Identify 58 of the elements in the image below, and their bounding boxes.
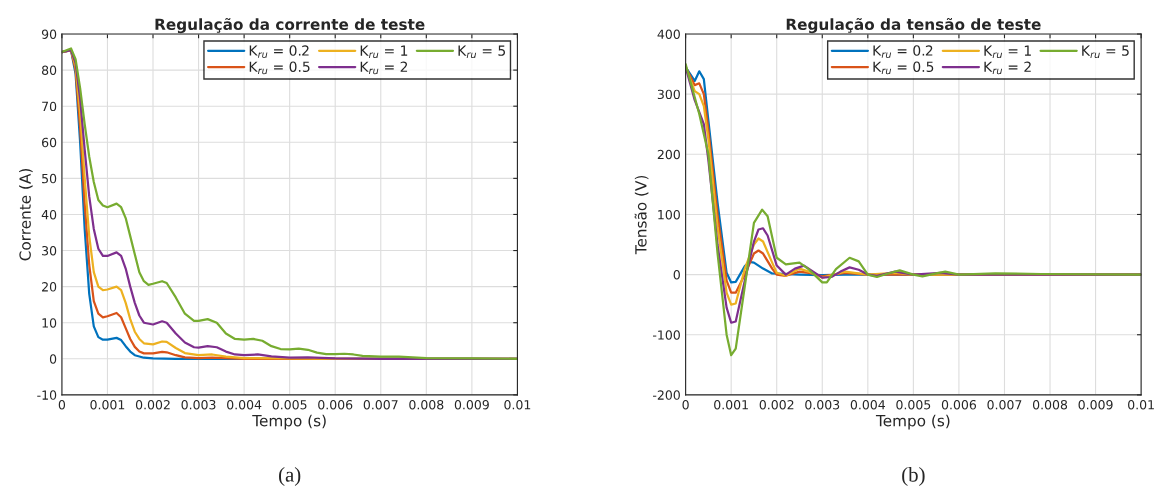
x-tick-label: 0.004 [850,399,886,410]
x-tick-label: 0.005 [272,399,307,410]
y-tick-label: 90 [41,29,57,39]
x-tick-label: 0.002 [135,399,170,410]
x-tick-label: 0.01 [1128,399,1154,410]
y-tick-label: 60 [42,137,57,148]
legend-label: K$_{ru}$ = 0.2 [873,45,933,58]
x-tick-label: 0.004 [227,399,262,410]
y-tick-label: -100 [653,330,680,340]
legend-label: K$_{ru}$ = 1 [360,45,408,59]
x-tick-label: 0 [682,399,689,410]
x-tick-label: 0.001 [714,399,748,410]
x-tick-label: 0.006 [941,399,977,410]
legend-label: K$_{ru}$ = 0.2 [249,45,309,58]
legend-label: K$_{ru}$ = 2 [984,61,1031,75]
text: (b) [902,467,925,486]
x-tick-label: 0.01 [504,399,531,410]
x-tick-label: 0.008 [409,399,444,410]
y-tick-label: -200 [653,390,680,400]
x-axis-title: Tempo (s) [252,414,326,430]
x-axis-title: Tempo (s) [875,414,950,430]
y-axis-title: Tensão (V) [634,175,649,255]
x-tick-label: 0.005 [896,399,931,410]
y-tick-label: -10 [37,390,57,400]
x-tick-label: 0.006 [318,399,353,410]
x-tick-label: 0.002 [759,399,794,410]
x-tick-label: 0.003 [181,399,216,410]
x-tick-label: 0.009 [454,399,489,410]
y-tick-label: 300 [657,89,680,100]
x-tick-label: 0 [58,399,66,410]
y-tick-label: 70 [42,101,57,112]
y-tick-label: 30 [42,246,57,256]
y-tick-label: 200 [657,149,680,160]
y-tick-label: 40 [41,209,57,220]
y-tick-label: 400 [657,29,680,39]
text: (a) [279,467,301,486]
x-tick-label: 0.003 [805,399,840,410]
y-tick-label: 50 [42,173,57,184]
legend-label: K$_{ru}$ = 2 [360,61,408,75]
legend-label: K$_{ru}$ = 5 [1082,45,1129,59]
x-tick-label: 0.007 [363,399,398,410]
y-tick-label: 80 [41,65,57,76]
y-tick-label: 20 [42,282,57,292]
x-tick-label: 0.001 [90,399,125,410]
legend-label: K$_{ru}$ = 5 [458,45,506,59]
legend-label: K$_{ru}$ = 0.5 [249,61,310,75]
y-tick-label: 0 [673,270,680,280]
x-tick-label: 0.007 [987,399,1022,410]
x-tick-label: 0.008 [1032,399,1068,410]
y-axis-title: Corrente (A) [19,168,33,261]
chart-title: Regulação da tensão de teste [786,17,1041,34]
x-tick-label: 0.009 [1078,399,1113,410]
chart-title: Regulação da corrente de teste [155,17,425,34]
y-tick-label: 10 [42,318,57,328]
legend-label: K$_{ru}$ = 0.5 [873,61,934,75]
y-tick-label: 0 [49,354,57,364]
legend-label: K$_{ru}$ = 1 [984,45,1031,59]
y-tick-label: 100 [658,209,680,220]
